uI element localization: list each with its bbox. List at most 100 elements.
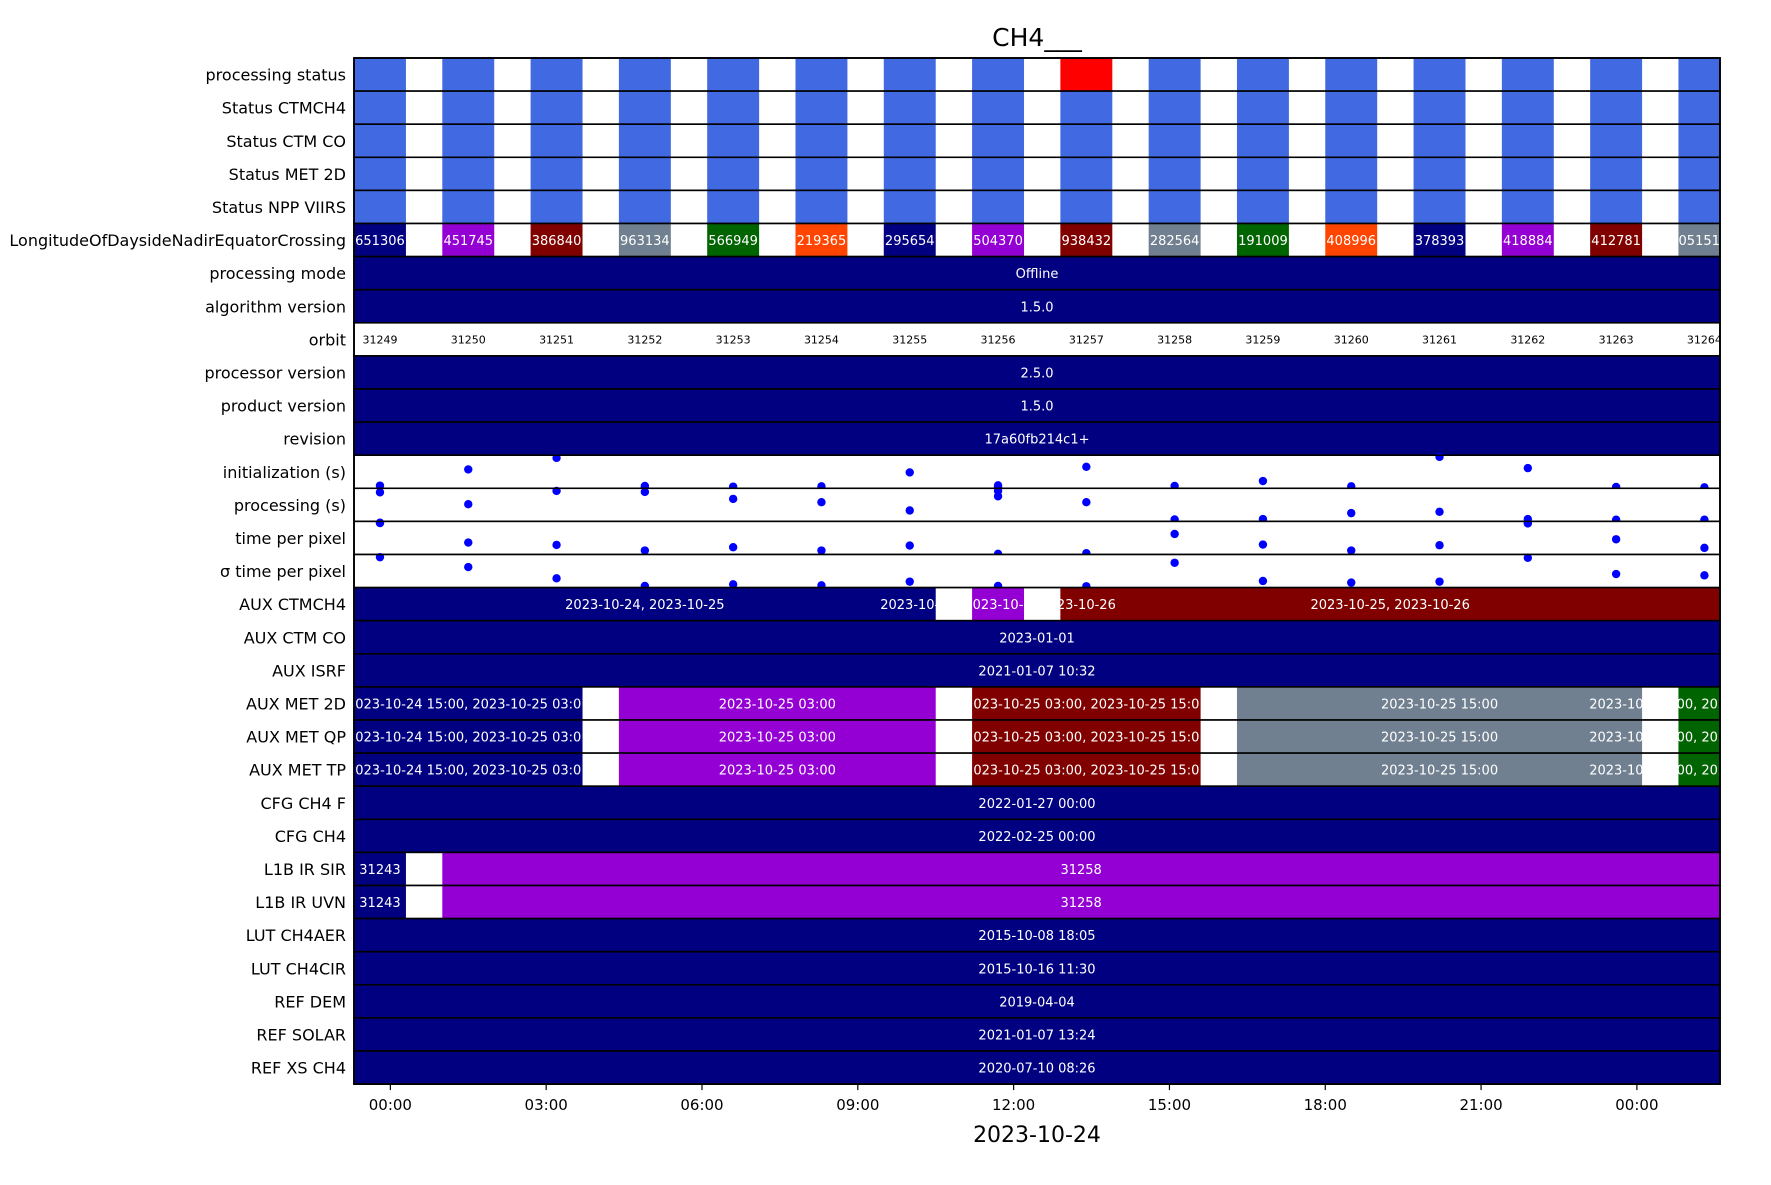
row-background: [354, 521, 1720, 555]
row-label: processing mode: [209, 264, 346, 283]
scatter-point: [905, 468, 914, 477]
bar-label: 408996: [1326, 234, 1376, 249]
bar-label: 2022-01-27 00:00: [978, 797, 1095, 812]
bar-segment: [1148, 91, 1201, 125]
row-content: 2019-04-04: [354, 984, 1720, 1018]
bar-segment: [1236, 720, 1643, 754]
scatter-point: [905, 577, 914, 586]
scatter-point: [375, 488, 385, 497]
bar-label: 191009: [1238, 234, 1288, 249]
bar-label: 1.5.0: [1020, 300, 1053, 315]
bar-segment: [354, 256, 1720, 290]
bar-segment: [1413, 157, 1466, 191]
x-axis: 00:00 03:00 06:00 09:00 12:00 15:00 18:00 21:00…: [369, 1084, 1659, 1114]
orbit-label: 31256: [981, 333, 1016, 346]
scatter-point: [464, 562, 473, 572]
bar-label: 2023-01-01: [999, 631, 1075, 646]
orbit-label: 31258: [1157, 333, 1192, 346]
bar-label: 2023-10-25 03:00: [719, 764, 836, 779]
bar-segment: [354, 355, 1720, 389]
bar-segment: [1060, 124, 1113, 158]
bar-segment: [354, 91, 406, 125]
row-content: 2021-01-07 10:32: [354, 653, 1720, 687]
scatter-point: [1082, 462, 1091, 471]
row-content: 2023-10-24, 2023-10-25 2023-10-2 2023-10-2…: [354, 587, 1720, 621]
bar-segment: [618, 157, 671, 191]
row-content: [354, 124, 1720, 158]
row-content: 31243 31258: [354, 852, 1720, 886]
orbit-label: 31251: [539, 333, 574, 346]
bar-segment: [442, 58, 495, 92]
scatter-point: [1523, 463, 1533, 473]
row-25: L1B IR UVN 31243 31258: [255, 884, 1721, 920]
bar-label: 412781: [1591, 234, 1641, 249]
bar-segment: [530, 157, 583, 191]
orbit-label: 31253: [716, 333, 751, 346]
bar-segment: [530, 223, 583, 257]
bar-segment: [707, 190, 760, 224]
bar-label: 2023-10-2: [964, 598, 1031, 613]
bar-segment: [707, 223, 760, 257]
scatter-point: [1170, 558, 1179, 567]
row-2: Status CTM CO: [226, 123, 1721, 159]
bar-segment: [442, 223, 495, 257]
bar-segment: [354, 587, 936, 621]
scatter-point: [552, 540, 561, 550]
row-label: Status CTM CO: [226, 132, 346, 151]
bar-segment: [795, 91, 848, 125]
row-label: time per pixel: [235, 529, 346, 548]
row-content: [354, 58, 1720, 92]
bar-label: 023-10-24 15:00, 2023-10-25 03:0: [355, 697, 581, 712]
row-23: CFG CH4 2022-02-25 00:00: [275, 818, 1721, 854]
bar-label: 386840: [532, 234, 582, 249]
scatter-point: [1435, 507, 1444, 517]
bar-label: Offline: [1016, 267, 1059, 282]
row-11: revision 17a60fb214c1+: [283, 421, 1721, 457]
bar-segment: [1678, 157, 1720, 191]
row-9: processor version 2.5.0: [204, 355, 1721, 390]
row-label: AUX MET TP: [249, 761, 346, 780]
scatter-point: [1258, 476, 1268, 486]
bar-segment: [530, 124, 583, 158]
row-17: AUX CTM CO 2023-01-01: [244, 619, 1721, 655]
scatter-point: [1700, 571, 1709, 580]
bar-label: 31243: [359, 896, 400, 911]
scatter-point: [1258, 576, 1268, 586]
row-label: revision: [283, 430, 346, 449]
bar-segment: [972, 720, 1201, 754]
row-content: [354, 190, 1720, 224]
bar-segment: [1325, 223, 1378, 257]
bar-segment: [795, 58, 848, 92]
row-label: algorithm version: [205, 297, 346, 316]
bar-label: 31243: [359, 863, 400, 878]
bar-segment: [354, 720, 583, 754]
bar-segment: [442, 852, 1720, 886]
x-tick-label: 00:00: [1615, 1096, 1658, 1114]
bar-segment: [795, 223, 848, 257]
row-22: CFG CH4 F 2022-01-27 00:00: [260, 785, 1721, 821]
scatter-point: [905, 541, 914, 550]
bar-label: 378393: [1415, 234, 1465, 249]
bar-segment: [1590, 91, 1643, 125]
bar-segment: [1413, 91, 1466, 125]
bar-segment: [442, 190, 495, 224]
bar-segment: [442, 124, 495, 158]
bar-segment: [618, 720, 936, 754]
bar-segment: [1060, 587, 1720, 621]
row-content: 2021-01-07 13:24: [354, 1017, 1720, 1051]
orbit-label: 31259: [1245, 333, 1280, 346]
bar-label: 023-10-25 03:00, 2023-10-25 15:0: [973, 731, 1199, 746]
bar-segment: [883, 58, 936, 92]
scatter-point: [1523, 553, 1533, 563]
row-3: Status MET 2D: [229, 156, 1721, 192]
row-21: AUX MET TP 023-10-24 15:00, 2023-10-25 03…: [249, 752, 1721, 787]
row-label: initialization (s): [223, 463, 346, 482]
bar-segment: [354, 918, 1720, 952]
bar-segment: [1236, 91, 1289, 125]
row-24: L1B IR SIR 31243 31258: [264, 851, 1721, 887]
bar-segment: [883, 124, 936, 158]
row-label: REF SOLAR: [256, 1025, 346, 1044]
row-content: 2015-10-08 18:05: [354, 918, 1720, 952]
bar-segment: [1325, 124, 1378, 158]
bar-segment: [354, 885, 406, 919]
